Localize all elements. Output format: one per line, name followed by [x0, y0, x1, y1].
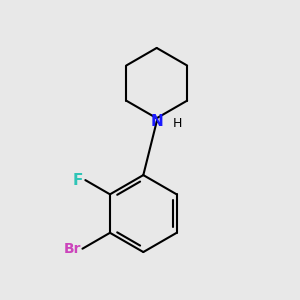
Text: N: N: [150, 114, 163, 129]
Text: Br: Br: [63, 242, 81, 256]
Text: H: H: [173, 117, 182, 130]
Text: F: F: [72, 172, 83, 188]
